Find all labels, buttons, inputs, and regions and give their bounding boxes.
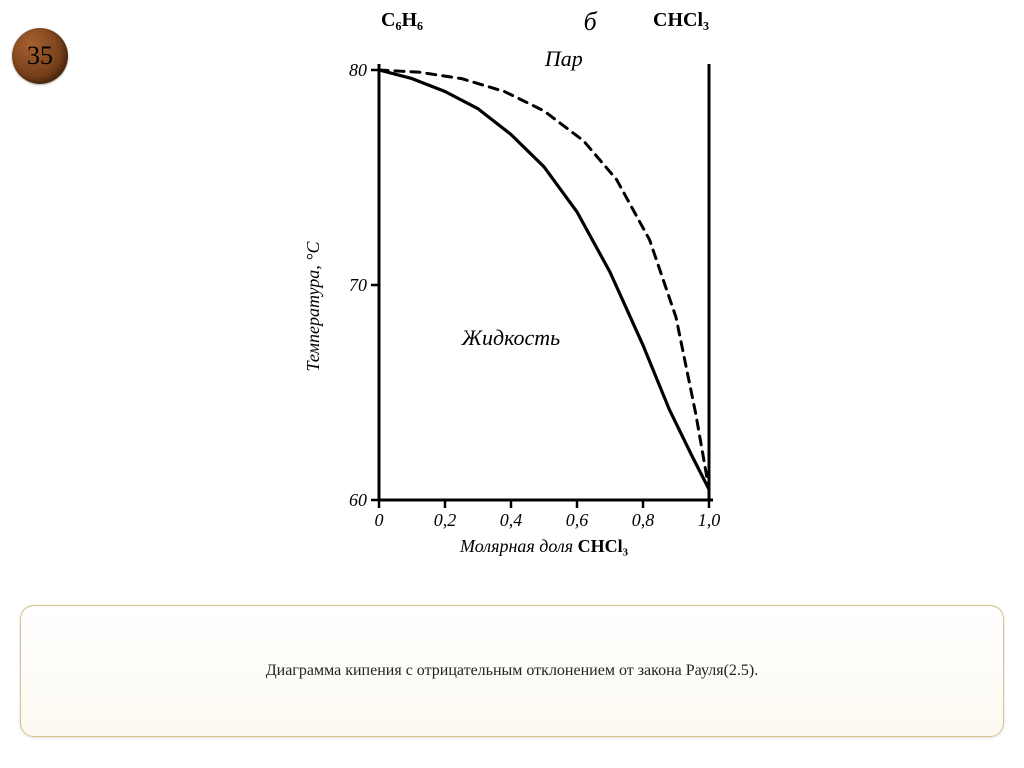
slide-number-badge: 35 [12,28,68,84]
svg-text:0,2: 0,2 [434,510,457,530]
caption-text: Диаграмма кипения с отрицательным отклон… [266,662,759,680]
svg-text:CHCl₃: CHCl₃ [653,9,709,31]
slide-number: 35 [27,41,53,71]
svg-text:1,0: 1,0 [698,510,721,530]
svg-text:Пар: Пар [544,46,583,71]
svg-text:70: 70 [349,275,367,295]
svg-text:0,6: 0,6 [566,510,589,530]
chart-container: 60 70 80 0 0,2 0,4 0,6 0,8 1,0 C₆H₆ CHCl₃ бПар Жидко… [264,0,744,565]
svg-text:Жидкость: Жидкость [461,325,560,350]
svg-text:Молярная доля CHCl₃: Молярная доля CHCl₃ [459,536,629,556]
svg-text:Температура, °C: Температура, °C [303,241,323,372]
svg-text:0,4: 0,4 [500,510,523,530]
phase-diagram-chart: 60 70 80 0 0,2 0,4 0,6 0,8 1,0 C₆H₆ CHCl₃ бПар Жидко… [264,0,744,565]
svg-text:б: б [584,7,598,36]
svg-text:0,8: 0,8 [632,510,655,530]
svg-text:0: 0 [375,510,384,530]
svg-text:C₆H₆: C₆H₆ [381,9,423,31]
svg-text:60: 60 [349,490,367,510]
slide: 35 60 70 80 0 0,2 0,4 0,6 0,8 1,0 C₆H₆ CHCl₃ бПар Жи… [0,0,1024,768]
svg-text:80: 80 [349,60,367,80]
caption-box: Диаграмма кипения с отрицательным отклон… [20,605,1004,737]
